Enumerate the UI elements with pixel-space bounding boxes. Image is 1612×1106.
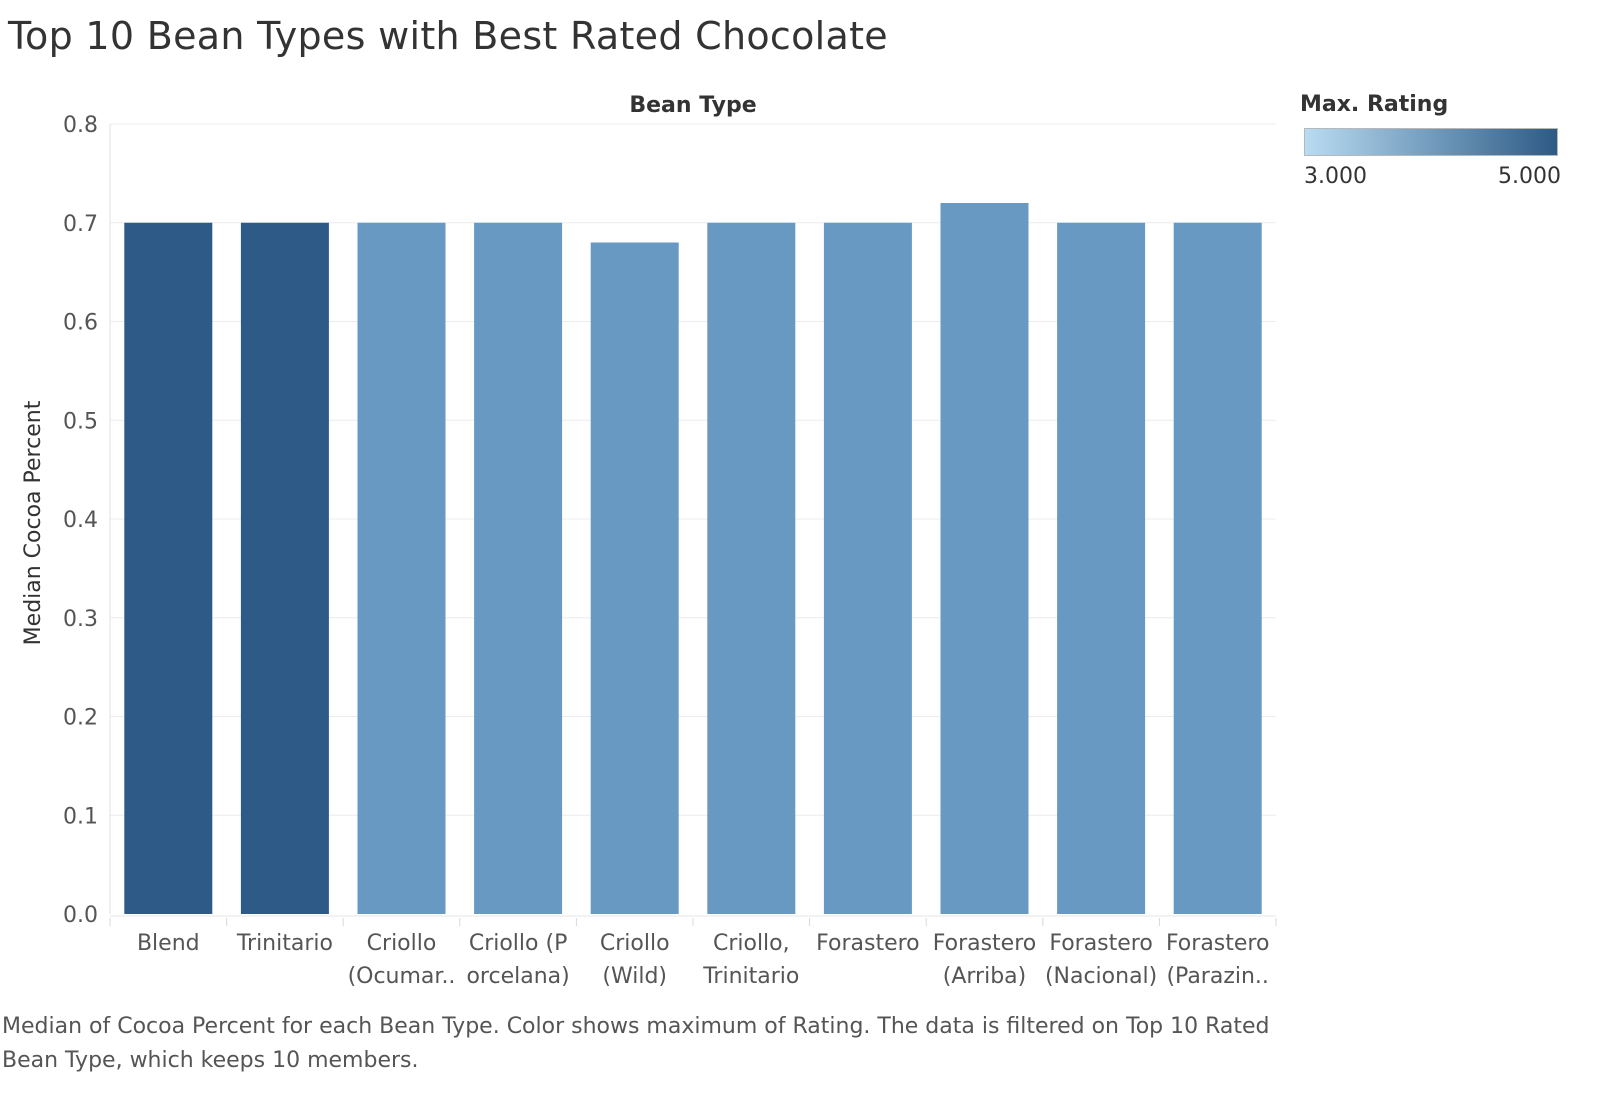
x-tick-label: Criollo, <box>713 931 790 956</box>
bar <box>1173 222 1262 914</box>
x-tick-label: (Wild) <box>602 964 667 989</box>
y-tick-label: 0.7 <box>63 212 98 237</box>
x-tick-label: Trinitario <box>236 931 333 956</box>
bar <box>1057 222 1146 914</box>
y-axis-title: Median Cocoa Percent <box>21 400 46 645</box>
bar <box>707 222 796 914</box>
bar <box>590 242 679 914</box>
x-axis-header: Bean Type <box>629 93 756 118</box>
y-tick-label: 0.2 <box>63 706 98 731</box>
legend-color-ramp <box>1304 128 1558 156</box>
x-tick-label: Criollo <box>367 931 437 956</box>
y-tick-label: 0.4 <box>63 508 98 533</box>
x-tick-label: Forastero <box>1049 931 1153 956</box>
x-tick-label: (Arriba) <box>943 964 1026 989</box>
x-tick-label: Forastero <box>1166 931 1270 956</box>
legend-max-label: 5.000 <box>1498 164 1561 189</box>
x-tick-label: orcelana) <box>466 964 569 989</box>
bar <box>357 222 446 914</box>
legend-title: Max. Rating <box>1300 92 1449 117</box>
x-tick-label: Trinitario <box>702 964 799 989</box>
y-tick-label: 0.8 <box>63 113 98 138</box>
y-tick-label: 0.5 <box>63 409 98 434</box>
x-tick-label: Criollo <box>600 931 670 956</box>
x-tick-label: Forastero <box>816 931 920 956</box>
chart-caption: Median of Cocoa Percent for each Bean Ty… <box>2 1014 1270 1073</box>
x-tick-label: (Ocumar.. <box>348 964 456 989</box>
y-tick-label: 0.0 <box>63 903 98 928</box>
chart-title: Top 10 Bean Types with Best Rated Chocol… <box>8 14 888 58</box>
y-tick-label: 0.3 <box>63 607 98 632</box>
x-tick-label: (Parazin.. <box>1166 964 1268 989</box>
bar <box>940 203 1029 914</box>
x-tick-label: (Nacional) <box>1045 964 1157 989</box>
y-tick-label: 0.1 <box>63 804 98 829</box>
x-tick-label: Criollo (P <box>469 931 568 956</box>
bar <box>240 222 329 914</box>
bar <box>474 222 563 914</box>
legend-min-label: 3.000 <box>1304 164 1367 189</box>
y-tick-label: 0.6 <box>63 311 98 336</box>
x-tick-label: Forastero <box>933 931 1037 956</box>
x-tick-label: Blend <box>137 931 200 956</box>
bar <box>823 222 912 914</box>
bar <box>124 222 213 914</box>
